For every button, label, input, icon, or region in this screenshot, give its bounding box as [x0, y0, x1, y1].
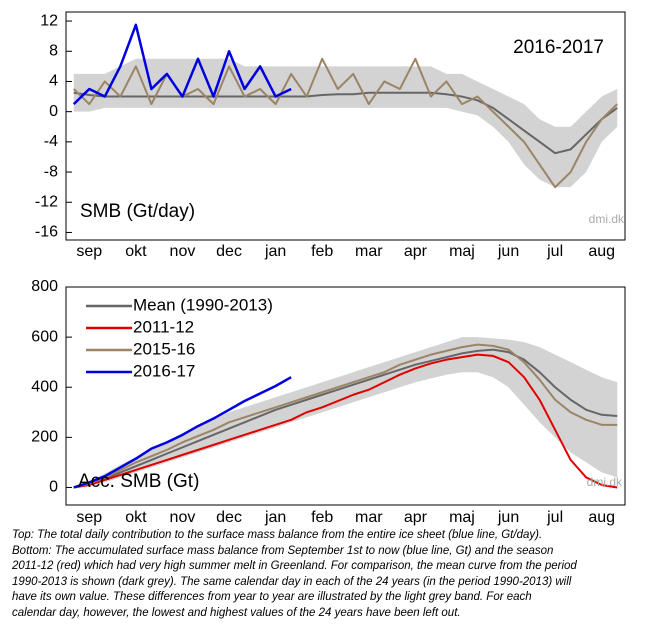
- x-tick-label: jan: [264, 509, 286, 526]
- series-line: [73, 353, 618, 489]
- x-tick-label: jul: [546, 243, 563, 260]
- caption-line: Bottom: The accumulated surface mass bal…: [12, 544, 554, 557]
- y-tick-label: 600: [31, 328, 58, 345]
- y-tick-label: 0: [49, 103, 58, 120]
- legend-label: 2015-16: [133, 339, 195, 358]
- x-tick-label: aug: [588, 243, 615, 260]
- plot-frame: [65, 286, 626, 506]
- x-tick-label: okt: [125, 509, 147, 526]
- x-tick-label: maj: [449, 509, 475, 526]
- legend-label: 2016-17: [133, 361, 195, 380]
- series-line: [73, 348, 618, 489]
- series-line: [73, 91, 618, 155]
- x-tick-label: apr: [404, 509, 428, 526]
- x-tick-label: jul: [546, 509, 563, 526]
- x-tick-label: sep: [76, 243, 102, 260]
- legend-label: Mean (1990-2013): [133, 295, 273, 314]
- y-tick-label: 4: [49, 73, 58, 90]
- y-tick-label: 800: [31, 278, 58, 295]
- y-tick-label: -16: [35, 224, 58, 241]
- x-tick-label: mar: [355, 509, 383, 526]
- y-tick-label: -4: [44, 133, 58, 150]
- x-tick-label: feb: [311, 509, 333, 526]
- x-tick-label: jun: [497, 509, 519, 526]
- caption-line: 2011-12 (red) which had very high summer…: [12, 560, 577, 572]
- x-tick-label: nov: [170, 509, 196, 526]
- y-tick-label: 200: [31, 429, 58, 446]
- series-line: [73, 376, 292, 489]
- caption-line: calendar day, however, the lowest and hi…: [12, 606, 461, 619]
- plot-frame: [65, 11, 626, 241]
- range-band: [73, 58, 618, 188]
- y-label: Acc. SMB (Gt): [78, 471, 199, 492]
- x-tick-label: jan: [264, 243, 286, 260]
- y-tick-label: -8: [44, 163, 58, 180]
- watermark: dmi.dk: [589, 212, 625, 226]
- y-label: SMB (Gt/day): [80, 201, 195, 222]
- caption: Top: The total daily contribution to the…: [12, 528, 642, 621]
- y-tick-label: 0: [49, 479, 58, 496]
- x-tick-label: okt: [125, 243, 147, 260]
- range-band: [73, 337, 618, 488]
- x-tick-label: maj: [449, 243, 475, 260]
- x-tick-label: dec: [216, 243, 242, 260]
- caption-line: have its own value. These differences fr…: [12, 591, 532, 603]
- x-tick-label: aug: [588, 509, 615, 526]
- x-tick-label: jun: [497, 243, 519, 260]
- chart: -16 -12 -8 -4 0 4 8 12 sep okt nov dec jan feb mar apr m…: [31, 11, 626, 526]
- y-tick-label: 8: [49, 42, 58, 59]
- x-tick-label: sep: [76, 509, 102, 526]
- caption-line: Top: The total daily contribution to the…: [12, 529, 543, 541]
- y-tick-label: 12: [40, 12, 58, 29]
- series-line: [73, 57, 618, 189]
- x-tick-label: mar: [355, 243, 383, 260]
- annotation: 2016-2017: [513, 37, 604, 58]
- x-tick-label: feb: [311, 243, 333, 260]
- x-tick-label: dec: [216, 509, 242, 526]
- x-tick-label: nov: [170, 243, 196, 260]
- y-tick-label: 400: [31, 378, 58, 395]
- watermark: dmi.dk: [587, 475, 623, 489]
- series-line: [73, 343, 618, 489]
- caption-line: 1990-2013 is shown (dark grey). The same…: [12, 575, 572, 588]
- series-line: [72, 23, 292, 106]
- legend-label: 2011-12: [133, 317, 194, 336]
- x-tick-label: apr: [404, 243, 428, 260]
- y-tick-label: -12: [35, 193, 58, 210]
